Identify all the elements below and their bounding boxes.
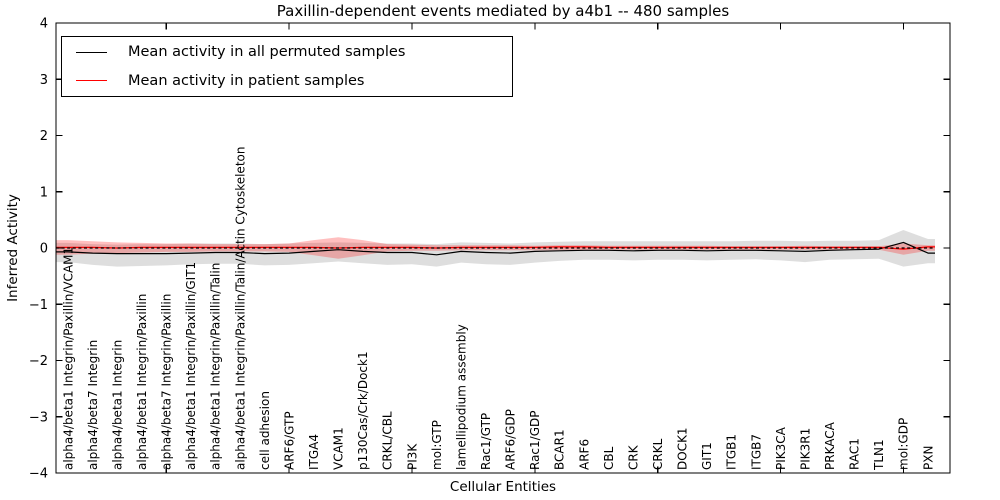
x-category-label: CRK (626, 444, 640, 470)
x-category-label: mol:GTP (430, 420, 444, 470)
x-category-label: PI3K (405, 443, 419, 470)
y-tick-label: 3 (40, 73, 48, 88)
x-category-label: PIK3R1 (798, 428, 812, 470)
x-category-label: alpha4/beta7 Integrin/Paxillin (160, 294, 174, 470)
legend-item-patient-samples: Mean activity in patient samples (76, 68, 512, 94)
x-category-label: alpha4/beta1 Integrin (110, 340, 124, 470)
chart-title: Paxillin-dependent events mediated by a4… (276, 2, 730, 20)
x-category-label: GIT1 (700, 442, 714, 470)
y-tick-label: 1 (40, 185, 48, 200)
y-tick-label: −3 (29, 410, 48, 425)
x-category-label: alpha4/beta1 Integrin/Paxillin (135, 294, 149, 470)
x-category-label: CRKL (651, 438, 665, 470)
y-tick-label: −1 (29, 298, 48, 313)
y-tick-label: 4 (40, 17, 48, 32)
permuted-line-swatch (76, 51, 107, 53)
x-category-label: RAC1 (848, 438, 862, 470)
x-category-label: mol:GDP (897, 418, 911, 470)
x-category-label: cell adhesion (258, 391, 272, 470)
x-category-label: ARF6 (577, 439, 591, 470)
y-tick-label: 0 (40, 242, 48, 257)
legend: Mean activity in all permuted samples Me… (61, 36, 513, 97)
x-category-label: alpha4/beta1 Integrin/Paxillin/VCAM1 (61, 247, 75, 470)
y-tick-label: 2 (40, 129, 48, 144)
x-category-label: CRKL/CBL (381, 411, 395, 470)
legend-label-patient: Mean activity in patient samples (128, 72, 365, 89)
legend-item-permuted-samples: Mean activity in all permuted samples (76, 39, 512, 65)
x-category-label: TLN1 (872, 439, 886, 471)
x-category-label: PXN (921, 446, 935, 470)
x-category-label: ARF6/GDP (504, 409, 518, 470)
x-category-label: ITGB1 (725, 434, 739, 470)
x-category-label: alpha4/beta1 Integrin/Paxillin/Talin (209, 263, 223, 470)
x-category-label: DOCK1 (676, 427, 690, 470)
x-category-label: p130Cas/Crk/Dock1 (356, 351, 370, 470)
x-category-label: lamellipodium assembly (454, 324, 468, 470)
permuted-mean-line (56, 241, 935, 256)
x-category-label: ARF6/GTP (282, 411, 296, 470)
legend-label-permuted: Mean activity in all permuted samples (128, 44, 406, 61)
x-category-label: ITGA4 (307, 434, 321, 470)
x-category-label: CBL (602, 446, 616, 470)
y-tick-label: −4 (29, 467, 48, 482)
patient-line-swatch (76, 80, 107, 82)
x-category-label: alpha4/beta7 Integrin (86, 340, 100, 470)
x-category-label: PRKACA (823, 421, 837, 470)
x-category-label: Rac1/GTP (479, 413, 493, 470)
x-category-label: ITGB7 (749, 434, 763, 470)
x-axis-label: Cellular Entities (449, 479, 557, 495)
x-category-label: alpha4/beta1 Integrin/Paxillin/Talin/Act… (233, 147, 247, 470)
x-category-label: VCAM1 (332, 427, 346, 470)
y-tick-label: −2 (29, 354, 48, 369)
x-category-label: PIK3CA (774, 426, 788, 470)
x-category-label: alpha4/beta1 Integrin/Paxillin/GIT1 (184, 262, 198, 470)
x-category-label: BCAR1 (553, 429, 567, 470)
x-category-label: Rac1/GDP (528, 411, 542, 470)
